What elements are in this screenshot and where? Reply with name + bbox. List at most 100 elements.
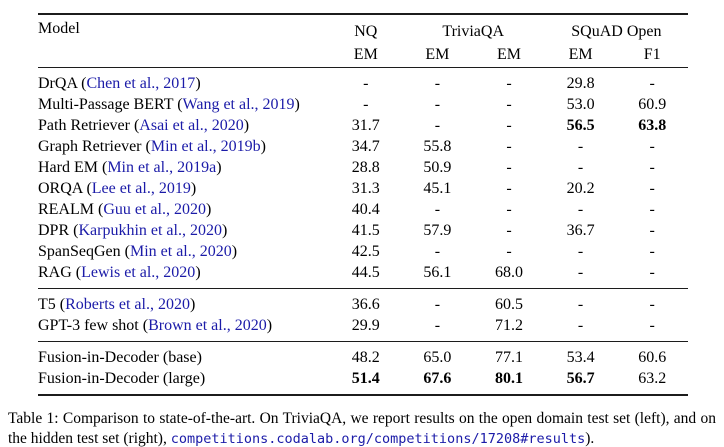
metric-value: 55.8 (423, 137, 452, 155)
table-row: REALM (Guu et al., 2020) 40.4 - - - - (38, 199, 688, 220)
caption-text: Table 1: Comparison to state-of-the-art.… (8, 410, 716, 447)
column-group-squad-open: SQuAD Open (571, 22, 662, 40)
model-cell: Hard EM (Min et al., 2019a) (38, 158, 222, 176)
metric-value: - (506, 221, 512, 239)
metric-value: - (649, 179, 655, 197)
metric-value: - (577, 158, 584, 176)
table-header: Model NQ TriviaQA SQuAD Open EM EM EM EM… (38, 14, 688, 68)
metric-value: 60.6 (638, 348, 667, 366)
model-cell: GPT-3 few shot (Brown et al., 2020) (38, 316, 273, 334)
model-cell: Fusion-in-Decoder (large) (38, 368, 330, 395)
metric-value: 60.9 (638, 95, 667, 113)
metric-value: 31.3 (351, 179, 380, 197)
metric-value: - (649, 242, 655, 260)
metric-value: 57.9 (423, 221, 452, 239)
citation-link[interactable]: Karpukhin et al., 2020 (78, 221, 222, 239)
metric-value: 36.6 (351, 295, 380, 313)
table-caption: Table 1: Comparison to state-of-the-art.… (8, 409, 716, 447)
metric-value: 77.1 (494, 348, 523, 366)
metric-value: - (363, 74, 369, 92)
metric-value: - (506, 158, 512, 176)
metric-value: - (434, 242, 441, 260)
metric-value: - (649, 158, 655, 176)
metric-value: 42.5 (351, 242, 380, 260)
metric-value: - (649, 200, 655, 218)
metric-value: 71.2 (494, 316, 523, 334)
model-name: ORQA (38, 179, 83, 197)
metric-value: 60.5 (494, 295, 523, 313)
table-row: DPR (Karpukhin et al., 2020) 41.5 57.9 - 36.… (38, 220, 688, 241)
table-row: Multi-Passage BERT (Wang et al., 2019) - -… (38, 94, 688, 115)
citation-link[interactable]: Min et al., 2020 (129, 242, 232, 260)
metric-value: - (577, 137, 584, 155)
model-cell: ORQA (Lee et al., 2019) (38, 179, 197, 197)
citation-link[interactable]: Lewis et al., 2020 (81, 263, 196, 281)
metric-value: - (577, 316, 584, 334)
model-name: Fusion-in-Decoder (large) (38, 369, 206, 387)
metric-value: 44.5 (351, 263, 380, 281)
model-cell: Path Retriever (Asai et al., 2020) (38, 116, 250, 134)
table-row: T5 (Roberts et al., 2020) 36.6 - 60.5 - - (38, 289, 688, 316)
model-name: RAG (38, 263, 72, 281)
table-row: Graph Retriever (Min et al., 2019b) 34.7 5… (38, 136, 688, 157)
metric-value: - (649, 74, 655, 92)
column-header-tqa-em1: EM (425, 46, 450, 63)
model-cell: Multi-Passage BERT (Wang et al., 2019) (38, 95, 300, 113)
citation-link[interactable]: Lee et al., 2019 (91, 179, 191, 197)
metric-value: 53.0 (566, 95, 595, 113)
metric-value: - (649, 221, 655, 239)
metric-value: - (506, 74, 512, 92)
column-group-triviaqa: TriviaQA (442, 22, 505, 40)
results-table: Model NQ TriviaQA SQuAD Open EM EM EM EM… (38, 13, 688, 396)
model-name: Graph Retriever (38, 137, 142, 155)
metric-value: - (434, 116, 441, 134)
metric-value: 63.2 (638, 369, 667, 387)
citation-link[interactable]: Brown et al., 2020 (148, 316, 267, 334)
metric-value: 51.4 (351, 369, 380, 387)
model-cell: RAG (Lewis et al., 2020) (38, 263, 201, 281)
citation-link[interactable]: Min et al., 2019a (107, 158, 217, 176)
metric-value: 34.7 (351, 137, 380, 155)
metric-value: 20.2 (566, 179, 595, 197)
citation-link[interactable]: Roberts et al., 2020 (65, 295, 190, 313)
model-name: Multi-Passage BERT (38, 95, 174, 113)
citation-link[interactable]: Chen et al., 2017 (86, 74, 196, 92)
metric-value: 41.5 (351, 221, 380, 239)
metric-value: - (649, 316, 655, 334)
model-name: Path Retriever (38, 116, 130, 134)
codalab-link[interactable]: competitions.codalab.org/competitions/17… (170, 431, 586, 447)
metric-value: 29.8 (566, 74, 595, 92)
table-row: Path Retriever (Asai et al., 2020) 31.7 - -… (38, 115, 688, 136)
metric-value: 65.0 (423, 348, 452, 366)
metric-value: - (506, 116, 512, 134)
table-row: ORQA (Lee et al., 2019) 31.3 45.1 - 20.2 - (38, 178, 688, 199)
table-row: Hard EM (Min et al., 2019a) 28.8 50.9 - - - (38, 157, 688, 178)
model-name: T5 (38, 295, 56, 313)
metric-value: - (363, 95, 369, 113)
citation-link[interactable]: Wang et al., 2019 (182, 95, 295, 113)
metric-value: - (434, 316, 441, 334)
model-name: GPT-3 few shot (38, 316, 139, 334)
table-row: SpanSeqGen (Min et al., 2020) 42.5 - - - - (38, 241, 688, 262)
model-name: SpanSeqGen (38, 242, 121, 260)
table-row: DrQA (Chen et al., 2017) - - - 29.8 - (38, 68, 688, 95)
citation-link[interactable]: Guu et al., 2020 (103, 200, 206, 218)
table-row: Fusion-in-Decoder (large) 51.4 67.6 80.1 56.… (38, 368, 688, 395)
table-row: RAG (Lewis et al., 2020) 44.5 56.1 68.0 - - (38, 262, 688, 289)
metric-value: - (434, 295, 441, 313)
metric-value: - (506, 137, 512, 155)
model-name: Fusion-in-Decoder (base) (38, 348, 202, 366)
column-header-squad-f1: F1 (643, 46, 661, 63)
model-cell: SpanSeqGen (Min et al., 2020) (38, 242, 238, 260)
model-cell: DPR (Karpukhin et al., 2020) (38, 221, 228, 239)
metric-value: 80.1 (494, 369, 523, 387)
metric-value: - (434, 74, 441, 92)
metric-value: 63.8 (638, 116, 667, 134)
metric-value: 28.8 (351, 158, 380, 176)
model-name: DrQA (38, 74, 78, 92)
citation-link[interactable]: Min et al., 2019b (150, 137, 261, 155)
table-row: Fusion-in-Decoder (base) 48.2 65.0 77.1 53.4… (38, 342, 688, 369)
citation-link[interactable]: Asai et al., 2020 (139, 116, 244, 134)
metric-value: 48.2 (351, 348, 380, 366)
